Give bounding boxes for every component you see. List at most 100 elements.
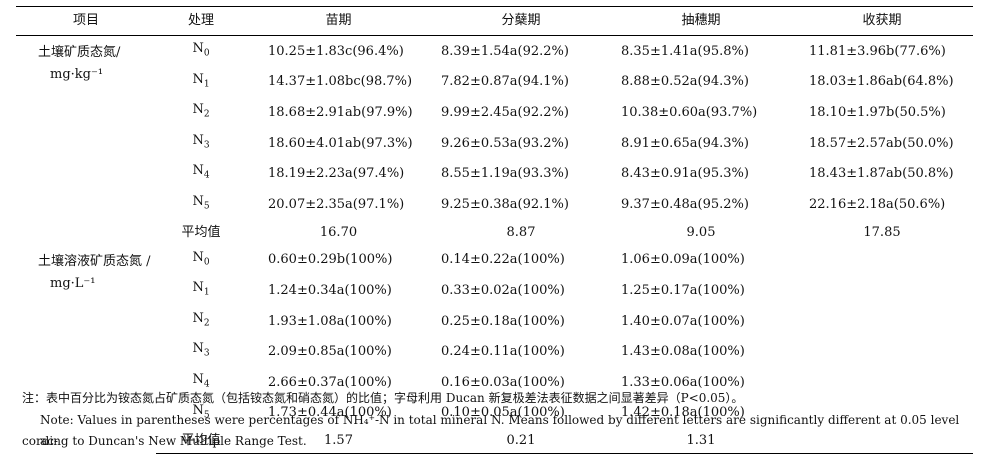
header-harvest: 收获期 [791, 6, 973, 36]
value-cell: 1.43±0.08a(100%) [621, 344, 745, 360]
treatment-subscript: 0 [203, 48, 210, 59]
treatment-subscript: 1 [203, 287, 210, 298]
treatment-letter: N [192, 371, 204, 387]
value-cell: 1.24±0.34a(100%) [268, 282, 392, 298]
treatment-letter: N [192, 280, 204, 296]
table-row: N3 18.60±4.01ab(97.3%) 9.26±0.53a(93.2%) 8.… [16, 128, 973, 159]
value-cell: 18.03±1.86ab(64.8%) [809, 74, 954, 90]
value-cell: 8.39±1.54a(92.2%) [441, 43, 569, 59]
value-cell: 18.68±2.91ab(97.9%) [268, 104, 413, 120]
header-seedling: 苗期 [246, 6, 431, 36]
value-cell: 8.35±1.41a(95.8%) [621, 43, 749, 59]
treatment-letter: N [192, 402, 204, 418]
value-cell: 1.25±0.17a(100%) [621, 282, 745, 298]
average-value: 1.31 [611, 428, 791, 455]
note-english-line2: cording to Duncan's New Multiple Range T… [22, 434, 307, 448]
treatment-subscript: 0 [203, 257, 210, 268]
value-cell [791, 306, 973, 337]
value-cell: 9.99±2.45a(92.2%) [441, 104, 569, 120]
treatment-subscript: 2 [203, 318, 210, 329]
table-row: N5 20.07±2.35a(97.1%) 9.25±0.38a(92.1%) 9.3… [16, 189, 973, 220]
table-row: N2 18.68±2.91ab(97.9%) 9.99±2.45a(92.2%) 10… [16, 97, 973, 128]
note-chinese: 注：表中百分比为铵态氮占矿质态氮（包括铵态氮和硝态氮）的比值；字母利用 Duca… [22, 391, 744, 405]
table-row: N3 2.09±0.85a(100%) 0.24±0.11a(100%) 1.43±0… [16, 336, 973, 367]
value-cell [791, 275, 973, 306]
treatment-letter: N [192, 193, 204, 209]
value-cell: 10.38±0.60a(93.7%) [621, 104, 758, 120]
value-cell: 0.24±0.11a(100%) [441, 344, 565, 360]
value-cell: 0.33±0.02a(100%) [441, 282, 565, 298]
table-row: N4 2.66±0.37a(100%) 0.16±0.03a(100%) 1.33±0… [16, 367, 973, 398]
treatment-letter: N [192, 41, 204, 56]
group-label: 土壤溶液矿质态氮 / mg·L⁻¹ [16, 245, 156, 454]
average-value: 9.05 [686, 224, 716, 240]
treatment-letter: N [192, 163, 204, 179]
value-cell: 8.43±0.91a(95.3%) [621, 166, 749, 182]
treatment-letter: N [192, 132, 204, 148]
treatment-subscript: 1 [203, 79, 210, 90]
average-value: 0.21 [431, 428, 611, 455]
group-label-line1: 土壤矿质态氮/ [38, 45, 121, 60]
header-row: 项目 处理 苗期 分蘖期 抽穗期 收获期 [16, 6, 973, 36]
value-cell: 1.33±0.06a(100%) [621, 374, 745, 390]
note-english-line1: Note: Values in parentheses were percent… [40, 413, 960, 448]
value-cell: 10.25±1.83c(96.4%) [268, 43, 404, 59]
treatment-subscript: 4 [203, 379, 210, 390]
average-row: 平均值 16.70 8.87 9.05 17.85 [16, 220, 973, 245]
table-row: N4 18.19±2.23a(97.4%) 8.55±1.19a(93.3%) 8.4… [16, 158, 973, 189]
value-cell: 18.60±4.01ab(97.3%) [268, 135, 413, 151]
treatment-subscript: 5 [203, 410, 210, 421]
value-cell: 1.40±0.07a(100%) [621, 313, 745, 329]
average-value [791, 428, 973, 455]
treatment-cell: N5 [156, 398, 246, 429]
treatment-cell: N4 [156, 158, 246, 189]
value-cell: 8.91±0.65a(94.3%) [621, 135, 749, 151]
treatment-letter: N [192, 71, 204, 87]
value-cell: 18.10±1.97b(50.5%) [809, 104, 946, 120]
value-cell [791, 336, 973, 367]
treatment-letter: N [192, 249, 204, 265]
data-table: 项目 处理 苗期 分蘖期 抽穗期 收获期 土壤矿质态氮/mg·kg⁻¹ N0 10.… [16, 6, 973, 455]
value-cell: 2.09±0.85a(100%) [268, 344, 392, 360]
treatment-subscript: 4 [203, 170, 210, 181]
value-cell: 18.43±1.87ab(50.8%) [809, 166, 954, 182]
treatment-subscript: 2 [203, 109, 210, 120]
treatment-letter: N [192, 341, 204, 357]
treatment-letter: N [192, 310, 204, 326]
treatment-cell: N2 [156, 97, 246, 128]
treatment-subscript: 3 [203, 348, 210, 359]
table-row: 土壤矿质态氮/mg·kg⁻¹ N0 10.25±1.83c(96.4%) 8.39±1… [16, 36, 973, 82]
value-cell: 9.25±0.38a(92.1%) [441, 196, 569, 212]
treatment-cell: N5 [156, 189, 246, 220]
treatment-cell: N4 [156, 367, 246, 398]
value-cell: 7.82±0.87a(94.1%) [441, 74, 569, 90]
treatment-cell: N3 [156, 336, 246, 367]
treatment-letter: N [192, 102, 204, 118]
table-row: N1 1.24±0.34a(100%) 0.33±0.02a(100%) 1.25±0… [16, 275, 973, 306]
group-label-unit: mg·L⁻¹ [50, 275, 96, 291]
table-row: N2 1.93±1.08a(100%) 0.25±0.18a(100%) 1.40±0… [16, 306, 973, 337]
value-cell: 0.10±0.05a(100%) [441, 405, 565, 421]
group-label-unit: mg·kg⁻¹ [50, 67, 104, 82]
value-cell: 0.25±0.18a(100%) [441, 313, 565, 329]
average-label: 平均值 [156, 428, 246, 455]
value-cell: 0.14±0.22a(100%) [441, 252, 565, 268]
average-value: 16.70 [319, 224, 358, 240]
treatment-subscript: 3 [203, 140, 210, 151]
value-cell: 22.16±2.18a(50.6%) [809, 196, 946, 212]
average-label: 平均值 [181, 224, 221, 240]
treatment-cell: N1 [156, 275, 246, 306]
average-row: 平均值 1.57 0.21 1.31 [16, 428, 973, 455]
header-tillering: 分蘖期 [431, 6, 611, 36]
average-value: 1.57 [246, 428, 431, 455]
value-cell: 1.93±1.08a(100%) [268, 313, 392, 329]
value-cell: 0.16±0.03a(100%) [441, 374, 565, 390]
average-value: 8.87 [506, 224, 536, 240]
average-value: 17.85 [863, 224, 901, 240]
value-cell: 8.55±1.19a(93.3%) [441, 166, 569, 182]
group-label: 土壤矿质态氮/mg·kg⁻¹ [16, 36, 156, 245]
table-row: 土壤溶液矿质态氮 / mg·L⁻¹ N0 0.60±0.29b(100%) 0.14±0… [16, 245, 973, 291]
treatment-cell: N3 [156, 128, 246, 159]
treatment-subscript: 5 [203, 201, 210, 212]
